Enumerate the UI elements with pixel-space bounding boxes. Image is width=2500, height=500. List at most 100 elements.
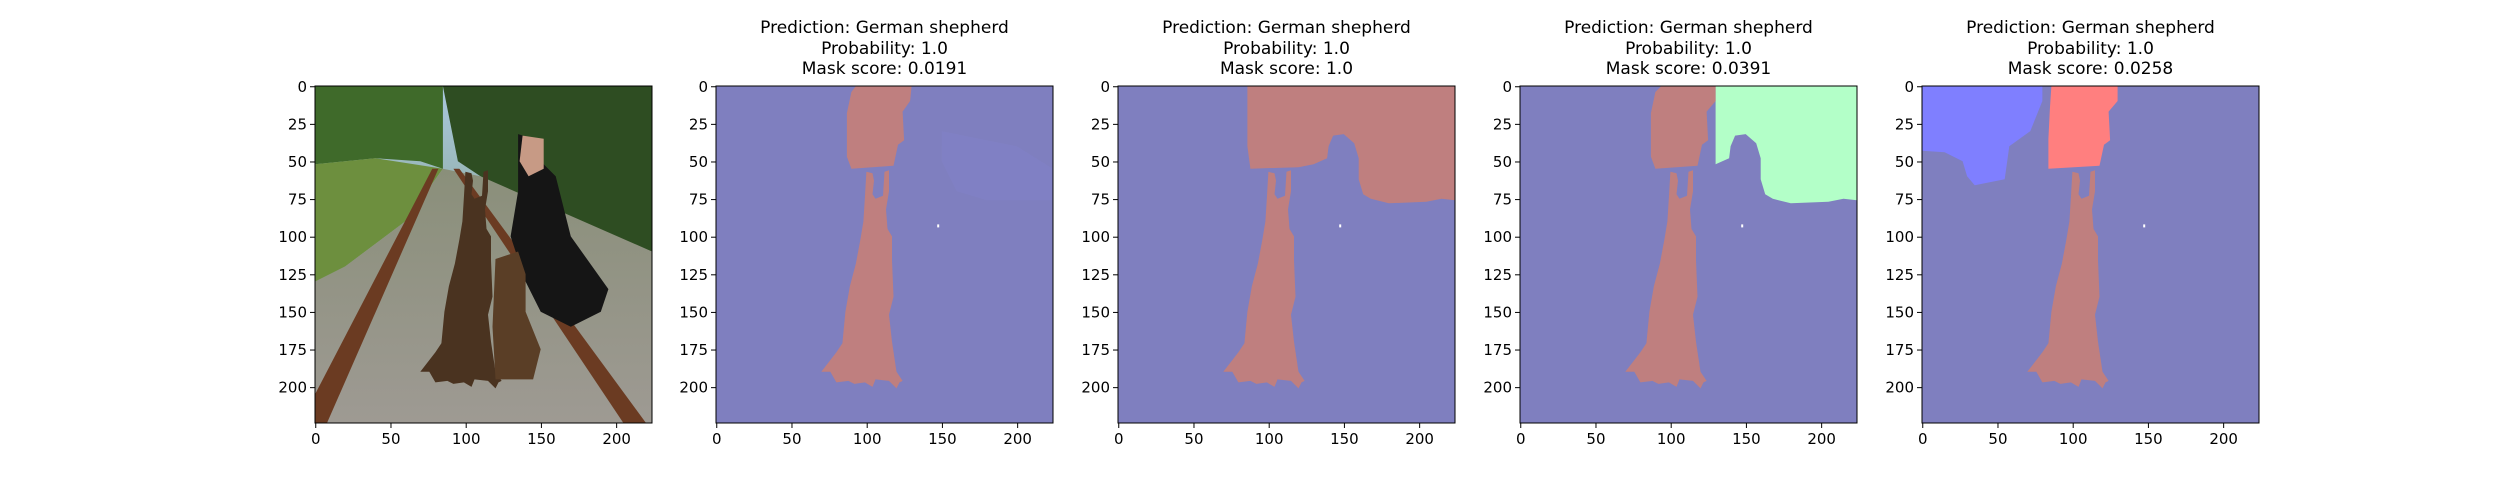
y-tick-label: 0 — [1502, 78, 1512, 96]
photo-trees-left — [315, 86, 443, 169]
tree-segment — [1922, 86, 2043, 186]
axes: 0 50 100 150 200 0 25 50 75 100 125 150 175 200 — [1885, 78, 2260, 448]
subplot-2: Prediction: German shepherd Probability: … — [656, 0, 1056, 500]
x-tick-label: 100 — [853, 430, 882, 448]
y-tick-label: 200 — [278, 379, 307, 397]
subplot-4: Prediction: German shepherd Probability: … — [1460, 0, 1860, 500]
y-tick-label: 175 — [1081, 341, 1110, 359]
photo-dog-large — [420, 170, 502, 389]
x-tick-label: 150 — [2134, 430, 2163, 448]
y-tick-label: 25 — [689, 115, 708, 133]
x-tick-label: 0 — [712, 430, 722, 448]
subplot-1: 0 50 100 150 200 0 25 50 75 100 125 150 175 200 — [255, 0, 655, 500]
axes: 0 50 100 150 200 0 25 50 75 100 125 150 175 200 — [679, 78, 1054, 448]
axes: 0 50 100 150 200 0 25 50 75 100 125 150 175 200 — [278, 78, 653, 448]
y-tick-label: 75 — [1091, 191, 1110, 209]
speck — [937, 224, 940, 228]
speck — [1741, 224, 1744, 228]
y-tick-label: 150 — [278, 303, 307, 321]
title-mask-score: Mask score: 0.0191 — [801, 59, 968, 79]
dog-segment — [1223, 170, 1305, 389]
x-tick-label: 150 — [928, 430, 957, 448]
y-tick-label: 0 — [297, 78, 307, 96]
x-tick-label: 50 — [782, 430, 801, 448]
y-tick-label: 100 — [679, 228, 708, 246]
photo-rail-left — [315, 168, 439, 423]
person-segment — [846, 86, 912, 169]
x-tick-label: 200 — [1003, 430, 1032, 448]
axes-frame — [1519, 85, 1858, 424]
photo-image — [315, 86, 652, 423]
y-tick-label: 100 — [1081, 228, 1110, 246]
faint-segment — [941, 131, 1053, 201]
title-probability: Probability: 1.0 — [2027, 38, 2154, 59]
y-tick-label: 175 — [278, 341, 307, 359]
x-tick-label: 200 — [1405, 430, 1434, 448]
x-tick-label: 150 — [1732, 430, 1761, 448]
x-tick-label: 150 — [1330, 430, 1359, 448]
segmentation-mask — [1118, 86, 1455, 423]
axes-frame — [314, 85, 653, 424]
x-tick-label: 200 — [602, 430, 631, 448]
title-probability: Probability: 1.0 — [821, 38, 948, 59]
axes: 0 50 100 150 200 0 25 50 75 100 125 150 175 200 — [1081, 78, 1456, 448]
y-tick-label: 100 — [1483, 228, 1512, 246]
title-mask-score: Mask score: 1.0 — [1219, 59, 1354, 79]
x-tick-label: 50 — [1184, 430, 1203, 448]
person-segment — [2048, 86, 2118, 169]
y-tick-label: 25 — [1895, 115, 1914, 133]
subplot-title: Prediction: German shepherd Probability: … — [1087, 18, 1487, 80]
x-tick-label: 100 — [1657, 430, 1686, 448]
axes-frame — [1117, 85, 1456, 424]
y-tick-label: 50 — [1091, 153, 1110, 171]
person-segment — [1650, 86, 1716, 169]
title-prediction: Prediction: German shepherd — [1162, 18, 1411, 38]
segmentation-mask — [1520, 86, 1857, 423]
y-tick-label: 200 — [1081, 379, 1110, 397]
x-tick-label: 0 — [1918, 430, 1928, 448]
y-tick-label: 125 — [278, 266, 307, 284]
subplot-3: Prediction: German shepherd Probability: … — [1058, 0, 1458, 500]
segmentation-mask — [716, 86, 1053, 423]
y-tick-label: 175 — [1483, 341, 1512, 359]
y-tick-label: 175 — [679, 341, 708, 359]
x-tick-label: 0 — [1516, 430, 1526, 448]
dog-segment — [1625, 170, 1707, 389]
x-tick-label: 50 — [1586, 430, 1605, 448]
y-tick-label: 125 — [1483, 266, 1512, 284]
title-mask-score: Mask score: 0.0391 — [1605, 59, 1772, 79]
photo-dog-small — [492, 251, 541, 380]
y-tick-label: 25 — [1493, 115, 1512, 133]
x-tick-label: 50 — [1988, 430, 2007, 448]
y-tick-label: 125 — [1885, 266, 1914, 284]
x-tick-label: 50 — [381, 430, 400, 448]
axes: 0 50 100 150 200 0 25 50 75 100 125 150 175 200 — [1483, 78, 1858, 448]
title-prediction: Prediction: German shepherd — [760, 18, 1009, 38]
y-tick-label: 100 — [1885, 228, 1914, 246]
y-tick-label: 0 — [1904, 78, 1914, 96]
y-tick-label: 100 — [278, 228, 307, 246]
subplot-5: Prediction: German shepherd Probability: … — [1862, 0, 2262, 500]
title-prediction: Prediction: German shepherd — [1966, 18, 2215, 38]
y-tick-label: 150 — [1483, 303, 1512, 321]
y-tick-label: 25 — [1091, 115, 1110, 133]
y-tick-label: 25 — [288, 115, 307, 133]
speck — [2143, 224, 2146, 228]
x-tick-label: 200 — [2209, 430, 2238, 448]
y-tick-label: 150 — [1081, 303, 1110, 321]
y-tick-label: 150 — [1885, 303, 1914, 321]
x-tick-label: 200 — [1807, 430, 1836, 448]
photo-face — [519, 135, 544, 177]
y-tick-label: 50 — [288, 153, 307, 171]
axes-frame — [1921, 85, 2260, 424]
y-tick-label: 50 — [1895, 153, 1914, 171]
axes-frame — [715, 85, 1054, 424]
title-mask-score: Mask score: 0.0258 — [2007, 59, 2174, 79]
y-tick-label: 50 — [1493, 153, 1512, 171]
y-tick-label: 75 — [288, 191, 307, 209]
dog-segment — [821, 170, 903, 389]
subplot-title: Prediction: German shepherd Probability: … — [685, 18, 1085, 80]
segmentation-mask — [1922, 86, 2259, 423]
y-tick-label: 0 — [1100, 78, 1110, 96]
y-tick-label: 175 — [1885, 341, 1914, 359]
